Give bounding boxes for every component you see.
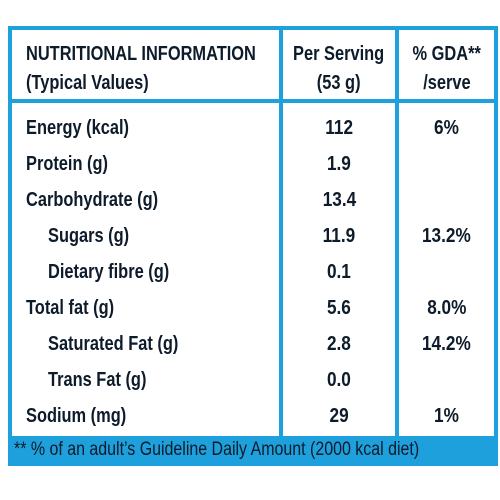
row-gda-value: 1% [434,405,459,427]
column-header-serving: Per Serving [293,43,385,65]
row-per-serving-value: 29 [329,405,349,427]
column-divider-gda [395,26,399,436]
row-per-serving-value: 0.0 [327,369,351,391]
column-divider-serving [279,26,283,436]
row-label: Dietary fibre (g) [48,261,170,283]
nutrition-table [8,26,498,462]
column-header-gda: % GDA** [412,43,481,65]
row-per-serving-value: 5.6 [327,297,351,319]
row-gda-value: 13.2% [422,225,471,247]
table-subtitle: (Typical Values) [26,72,149,94]
row-label: Carbohydrate (g) [26,189,159,211]
row-label: Sodium (mg) [26,405,127,427]
row-gda-value: 6% [434,117,459,139]
row-label: Total fat (g) [26,297,115,319]
footer-band [8,436,498,466]
column-header-gda-unit: /serve [422,72,471,94]
row-per-serving-value: 112 [325,117,353,139]
row-gda-value [399,258,494,286]
row-label: Trans Fat (g) [48,369,147,391]
row-per-serving-value: 13.4 [322,189,356,211]
row-gda-value: 8.0% [426,297,467,319]
row-label: Protein (g) [26,153,108,175]
row-gda-value [399,150,494,178]
row-label: Sugars (g) [48,225,130,247]
row-per-serving-value: 11.9 [322,225,356,247]
footer-note: ** % of an adult’s Guideline Daily Amoun… [14,439,420,460]
table-title: NUTRITIONAL INFORMATION [26,43,256,65]
row-per-serving-value: 1.9 [327,153,351,175]
row-label: Energy (kcal) [26,117,129,139]
row-gda-value [399,186,494,214]
column-header-serving-size: (53 g) [317,72,361,94]
row-label: Saturated Fat (g) [48,333,179,355]
row-per-serving-value: 0.1 [327,261,351,283]
row-per-serving-value: 2.8 [327,333,351,355]
row-gda-value [399,366,494,394]
header-divider [8,99,498,103]
row-gda-value: 14.2% [422,333,471,355]
